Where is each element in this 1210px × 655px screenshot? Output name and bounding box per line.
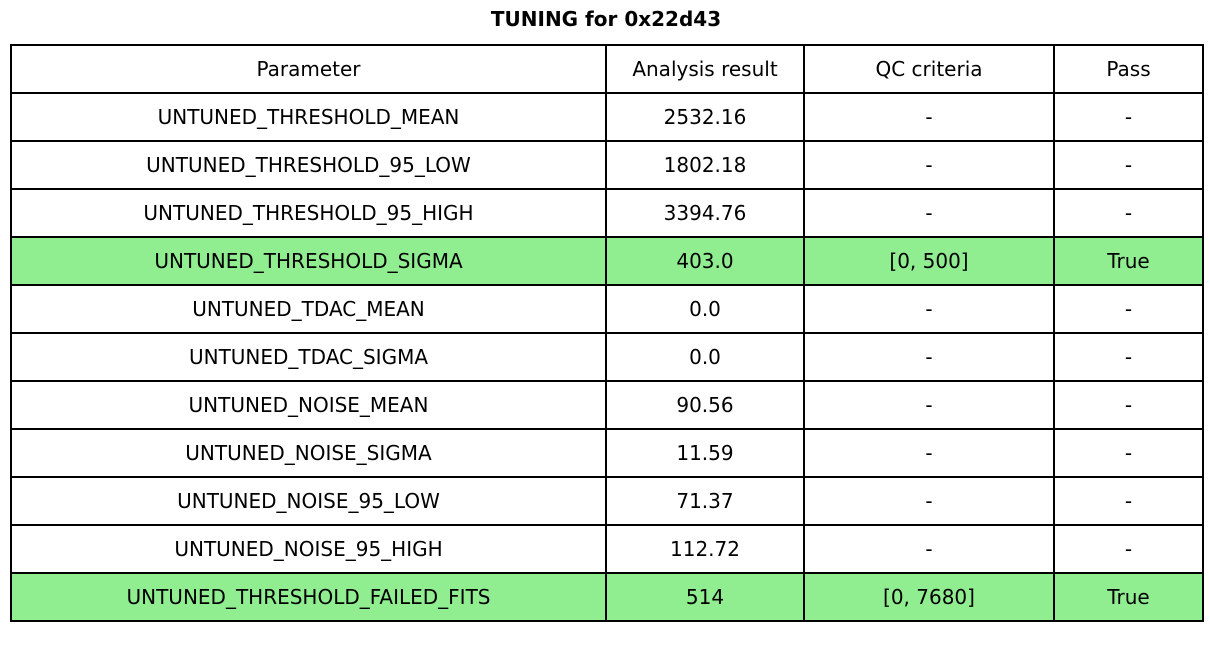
cell-parameter: UNTUNED_NOISE_95_LOW: [10, 476, 607, 526]
cell-qc-criteria: -: [803, 188, 1055, 238]
cell-pass: -: [1053, 140, 1204, 190]
cell-parameter: UNTUNED_NOISE_95_HIGH: [10, 524, 607, 574]
column-header-qc-criteria: QC criteria: [803, 44, 1055, 94]
cell-qc-criteria: -: [803, 524, 1055, 574]
cell-pass: True: [1053, 236, 1204, 286]
cell-qc-criteria: -: [803, 284, 1055, 334]
table-row: UNTUNED_THRESHOLD_95_LOW 1802.18 - -: [10, 140, 1204, 190]
cell-analysis-result: 0.0: [605, 332, 805, 382]
column-header-pass: Pass: [1053, 44, 1204, 94]
cell-parameter: UNTUNED_TDAC_MEAN: [10, 284, 607, 334]
cell-pass: -: [1053, 188, 1204, 238]
table-row: UNTUNED_THRESHOLD_MEAN 2532.16 - -: [10, 92, 1204, 142]
cell-analysis-result: 514: [605, 572, 805, 622]
qc-results-table: Parameter Analysis result QC criteria Pa…: [10, 44, 1204, 622]
cell-qc-criteria: [0, 500]: [803, 236, 1055, 286]
table-row: UNTUNED_NOISE_MEAN 90.56 - -: [10, 380, 1204, 430]
column-header-analysis-result: Analysis result: [605, 44, 805, 94]
cell-qc-criteria: -: [803, 380, 1055, 430]
cell-pass: -: [1053, 428, 1204, 478]
table-row: UNTUNED_TDAC_SIGMA 0.0 - -: [10, 332, 1204, 382]
cell-pass: True: [1053, 572, 1204, 622]
table-row: UNTUNED_TDAC_MEAN 0.0 - -: [10, 284, 1204, 334]
cell-parameter: UNTUNED_THRESHOLD_95_LOW: [10, 140, 607, 190]
cell-pass: -: [1053, 476, 1204, 526]
table-header-row: Parameter Analysis result QC criteria Pa…: [10, 44, 1204, 94]
cell-qc-criteria: -: [803, 332, 1055, 382]
table-row: UNTUNED_NOISE_95_HIGH 112.72 - -: [10, 524, 1204, 574]
cell-analysis-result: 1802.18: [605, 140, 805, 190]
cell-parameter: UNTUNED_THRESHOLD_95_HIGH: [10, 188, 607, 238]
cell-parameter: UNTUNED_NOISE_MEAN: [10, 380, 607, 430]
cell-parameter: UNTUNED_TDAC_SIGMA: [10, 332, 607, 382]
column-header-parameter: Parameter: [10, 44, 607, 94]
cell-analysis-result: 112.72: [605, 524, 805, 574]
cell-qc-criteria: -: [803, 140, 1055, 190]
cell-analysis-result: 0.0: [605, 284, 805, 334]
cell-parameter: UNTUNED_NOISE_SIGMA: [10, 428, 607, 478]
cell-qc-criteria: [0, 7680]: [803, 572, 1055, 622]
table-row: UNTUNED_THRESHOLD_FAILED_FITS 514 [0, 76…: [10, 572, 1204, 622]
cell-pass: -: [1053, 332, 1204, 382]
cell-parameter: UNTUNED_THRESHOLD_SIGMA: [10, 236, 607, 286]
cell-parameter: UNTUNED_THRESHOLD_MEAN: [10, 92, 607, 142]
cell-qc-criteria: -: [803, 476, 1055, 526]
cell-pass: -: [1053, 524, 1204, 574]
cell-pass: -: [1053, 284, 1204, 334]
table-row: UNTUNED_THRESHOLD_95_HIGH 3394.76 - -: [10, 188, 1204, 238]
cell-pass: -: [1053, 92, 1204, 142]
cell-analysis-result: 90.56: [605, 380, 805, 430]
cell-qc-criteria: -: [803, 92, 1055, 142]
cell-analysis-result: 3394.76: [605, 188, 805, 238]
cell-analysis-result: 11.59: [605, 428, 805, 478]
cell-parameter: UNTUNED_THRESHOLD_FAILED_FITS: [10, 572, 607, 622]
cell-pass: -: [1053, 380, 1204, 430]
page-title: TUNING for 0x22d43: [490, 7, 722, 31]
table-row: UNTUNED_NOISE_95_LOW 71.37 - -: [10, 476, 1204, 526]
cell-analysis-result: 71.37: [605, 476, 805, 526]
cell-qc-criteria: -: [803, 428, 1055, 478]
table-row: UNTUNED_THRESHOLD_SIGMA 403.0 [0, 500] T…: [10, 236, 1204, 286]
table-row: UNTUNED_NOISE_SIGMA 11.59 - -: [10, 428, 1204, 478]
cell-analysis-result: 2532.16: [605, 92, 805, 142]
cell-analysis-result: 403.0: [605, 236, 805, 286]
